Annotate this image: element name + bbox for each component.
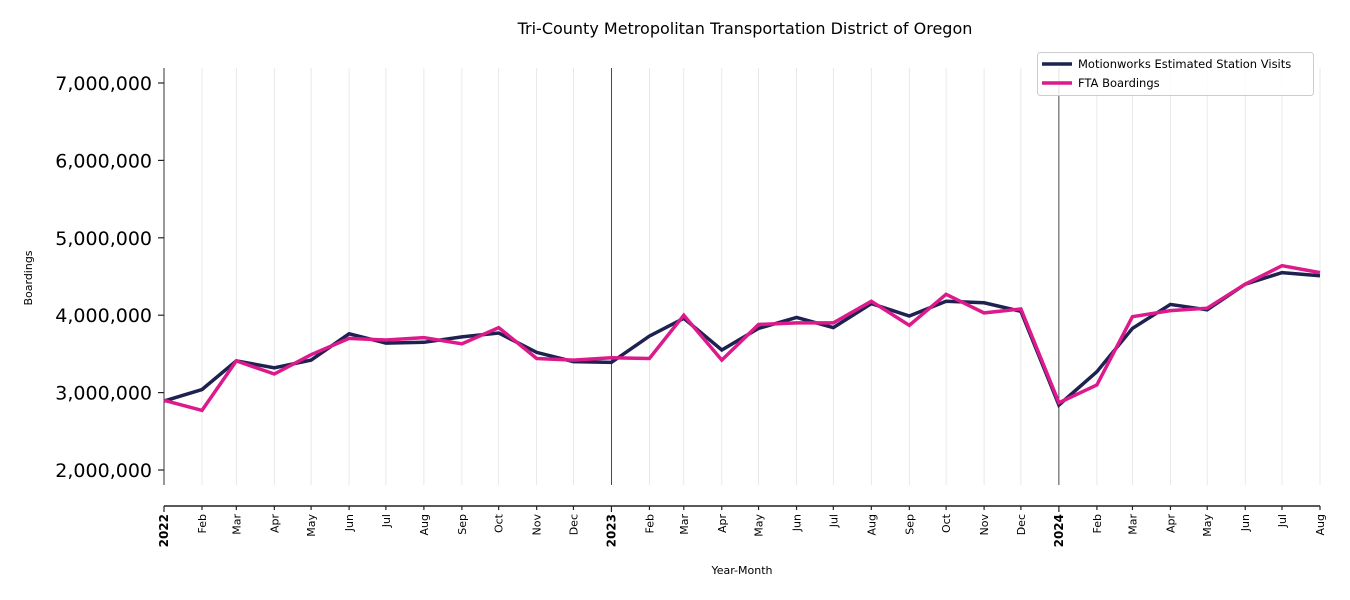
y-tick-label: 3,000,000	[55, 383, 152, 405]
legend-label: Motionworks Estimated Station Visits	[1078, 57, 1291, 71]
x-tick-label: Jul	[827, 514, 840, 528]
y-axis-label: Boardings	[22, 250, 35, 305]
legend: Motionworks Estimated Station Visits FTA …	[1037, 52, 1314, 96]
x-tick-label: Feb	[1091, 514, 1104, 533]
x-tick-label: Dec	[1015, 514, 1028, 535]
x-tick-label: Feb	[643, 514, 656, 533]
y-tick-label: 5,000,000	[55, 228, 152, 250]
x-tick-label: Apr	[268, 514, 281, 534]
x-tick-label: Sep	[456, 514, 469, 535]
y-tick-label: 2,000,000	[55, 460, 152, 482]
x-tick-label: Nov	[531, 514, 544, 536]
x-axis-label: Year-Month	[710, 564, 772, 577]
x-tick-label: 2024	[1052, 514, 1066, 547]
year-markers	[610, 68, 1060, 485]
x-tick-label: May	[753, 514, 766, 537]
x-tick-label: Jul	[1276, 514, 1289, 528]
y-tick-label: 7,000,000	[55, 73, 152, 95]
legend-frame	[1037, 52, 1314, 96]
x-tick-label: May	[305, 514, 318, 537]
y-tick-label: 4,000,000	[55, 305, 152, 327]
y-axis: 2,000,000 3,000,000 4,000,000 5,000,000 6,00…	[55, 68, 165, 485]
grid	[201, 68, 1321, 485]
x-tick-label: May	[1201, 514, 1214, 537]
x-tick-label: Mar	[1126, 514, 1139, 535]
y-tick-label: 6,000,000	[55, 150, 152, 172]
x-tick-label: Feb	[196, 514, 209, 533]
x-tick-label: Jun	[1239, 514, 1252, 532]
x-tick-label: Mar	[230, 514, 243, 535]
fta-boardings-line	[163, 263, 1321, 413]
x-tick-label: Aug	[865, 514, 878, 535]
x-tick-label: Aug	[418, 514, 431, 535]
x-tick-label: 2023	[604, 514, 618, 547]
x-tick-label: Sep	[903, 514, 916, 535]
x-axis: 2022 Feb Mar Apr May Jun Jul Aug Sep Oct Nov Dec 202…	[157, 505, 1327, 547]
series-group	[163, 263, 1321, 413]
x-tick-label: Apr	[1164, 514, 1177, 534]
x-tick-label: Jul	[380, 514, 393, 528]
x-tick-label: Nov	[978, 514, 991, 536]
x-tick-label: Oct	[493, 513, 506, 533]
x-tick-label: Mar	[678, 514, 691, 535]
motionworks-estimated-station-visits-line	[163, 270, 1321, 408]
x-tick-label: 2022	[157, 514, 171, 547]
x-tick-label: Jun	[343, 514, 356, 532]
legend-label: FTA Boardings	[1078, 76, 1160, 90]
x-tick-label: Oct	[940, 513, 953, 533]
x-tick-label: Dec	[567, 514, 580, 535]
x-tick-label: Aug	[1314, 514, 1327, 535]
x-tick-label: Apr	[716, 514, 729, 534]
x-tick-label: Jun	[791, 514, 804, 532]
chart-title: Tri-County Metropolitan Transportation D…	[517, 19, 973, 38]
